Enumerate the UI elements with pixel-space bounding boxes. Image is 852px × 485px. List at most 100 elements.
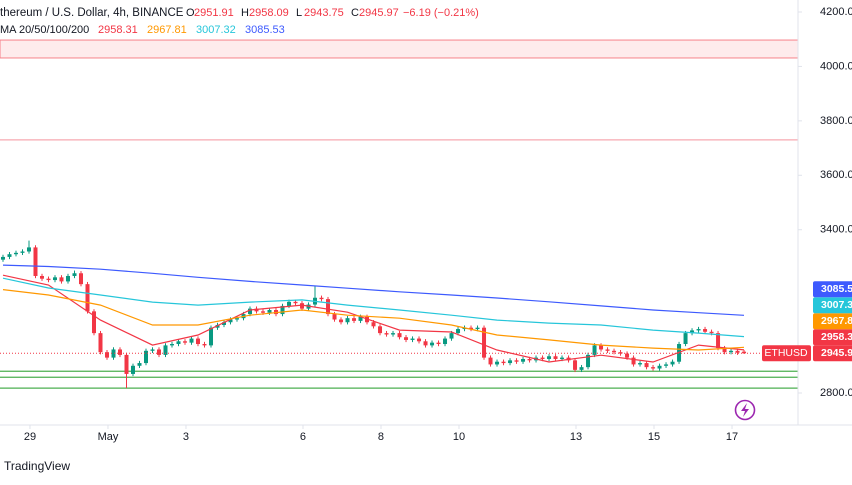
indicator-value: 3085.53 [245,24,285,36]
indicator-value: 2967.81 [147,24,187,36]
candle-body [547,356,552,359]
brand-name: TradingView [4,459,70,473]
y-tick-label: 3400.00 [820,224,852,236]
candle-body [339,319,344,323]
candle-body [183,341,188,343]
candle-body [280,305,285,315]
zone [0,39,798,59]
brand[interactable]: TradingView [4,459,70,473]
candle-body [131,365,135,374]
x-tick-label: 6 [300,431,306,443]
candle-body [287,301,292,306]
candle-body [612,350,617,353]
candle-body [39,275,44,279]
candle-body [104,352,109,358]
candle-body [345,318,350,323]
candle-body [638,363,643,365]
price-tag: 2945.97 [821,347,852,359]
icon-bolt [741,403,749,417]
candle-body [586,354,591,368]
candle-body [644,363,649,368]
ohlc-letter: C [351,7,359,19]
candle-body [430,342,435,346]
candle-body [664,364,669,366]
candle-body [553,356,558,359]
candle-body [573,360,578,370]
candle-body [157,349,162,355]
candle-body [443,338,448,345]
indicator-value: 3007.32 [196,24,236,36]
candle-body [410,338,415,340]
ma-line [2,264,745,316]
ohlc-letter: L [296,7,302,19]
candle-body [235,318,240,320]
legend-header: thereum / U.S. Dollar, 4h, BINANCE O 2951.… [0,7,479,36]
candle-body [117,349,122,355]
candle-body [7,254,12,257]
indicator-value: 2958.31 [98,24,138,36]
candle-body [202,344,207,346]
candle-body [560,357,565,359]
candle-body [170,344,175,346]
ohlc-letter: O [186,7,195,19]
candle-body [111,349,116,358]
candle-body [352,318,357,321]
candle-body [176,341,181,345]
candle-body [521,358,526,362]
candle-body [527,358,532,361]
candle-body [488,357,493,365]
candle-body [326,299,331,315]
y-tick-label: 2800.00 [820,387,852,399]
candle-body [300,303,305,309]
ma-tag-bg [813,313,852,330]
candle-body [501,361,506,364]
candle-body [65,275,70,282]
y-tick-label: 4200.00 [820,6,852,18]
candle-body [729,350,734,353]
candle-body [696,329,701,331]
candle-body [59,277,64,282]
y-tick-label: 3800.00 [820,115,852,127]
ma-tag-bg [813,281,852,298]
candle-body [124,354,129,374]
candle-body [683,333,688,345]
candle-body [293,301,298,304]
ma-tag-bg [813,329,852,346]
symbol-tag-bg [762,345,811,362]
candle-body [215,324,220,328]
candle-body [631,357,636,365]
candle-body [703,329,708,332]
candle-body [319,297,324,300]
x-tick-label: May [98,431,119,443]
candle-body [150,349,155,351]
candle-body [189,338,194,343]
candle-body [657,365,662,369]
ma-tag-bg [813,297,852,314]
candle-body [46,278,51,281]
candle-body [404,337,409,340]
change: −6.19 (−0.21%) [403,7,479,19]
candle-body [196,338,201,345]
candle-body [592,345,597,355]
candle-body [0,256,5,260]
candle-body [52,277,57,281]
candle-body [209,327,214,346]
indicator-name: MA 20/50/100/200 [0,24,89,36]
x-tick-label: 8 [378,431,384,443]
candle-body [742,351,747,354]
candle-body [163,345,168,355]
ma-line [2,277,745,338]
candle-body [449,333,454,339]
y-tick-label: 4000.00 [820,60,852,72]
candle-body [254,308,259,312]
ohlc-value: 2943.75 [304,7,344,19]
x-tick-label: 10 [453,431,465,443]
ma-line [2,274,745,363]
lightning-icon[interactable] [734,399,756,421]
candle-body [651,367,656,369]
x-tick-label: 13 [570,431,582,443]
candle-body [735,350,740,353]
candle-body [248,308,253,315]
candle-body [508,360,513,364]
symbol-tag: ETHUSD [764,347,808,359]
